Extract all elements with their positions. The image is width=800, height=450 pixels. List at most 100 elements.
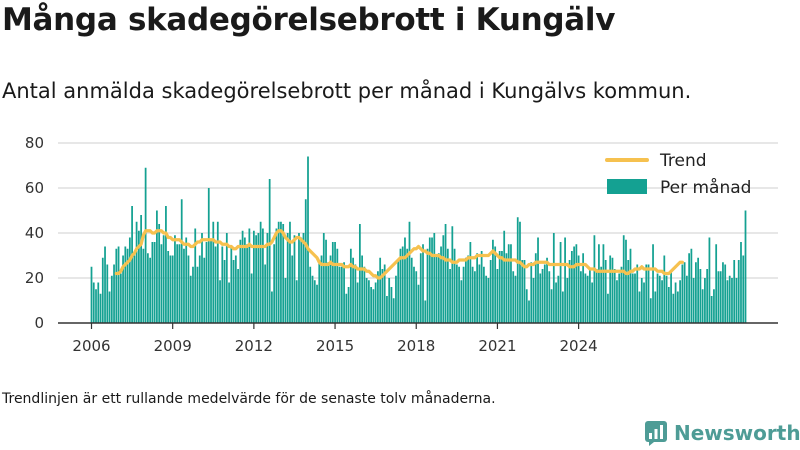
y-tick-label: 0 bbox=[34, 314, 44, 332]
bar bbox=[160, 244, 163, 323]
bar bbox=[476, 253, 479, 323]
bar bbox=[119, 273, 122, 323]
bar bbox=[189, 275, 192, 323]
bar bbox=[223, 260, 226, 323]
bar bbox=[629, 248, 632, 323]
bar bbox=[471, 266, 474, 323]
bar bbox=[106, 264, 109, 323]
bar bbox=[280, 221, 282, 323]
bar bbox=[512, 271, 515, 323]
bar bbox=[557, 275, 560, 323]
x-tick-label: 2024 bbox=[560, 337, 598, 355]
y-tick-label: 60 bbox=[25, 179, 44, 197]
bar bbox=[318, 260, 321, 323]
bar bbox=[595, 269, 598, 323]
chart-subtitle: Antal anmälda skadegörelsebrott per måna… bbox=[2, 79, 692, 103]
bar bbox=[99, 293, 102, 323]
bar bbox=[435, 255, 438, 323]
bar bbox=[383, 264, 386, 323]
bar bbox=[550, 289, 553, 323]
bar bbox=[282, 224, 285, 323]
bar bbox=[316, 284, 318, 323]
bar bbox=[401, 246, 404, 323]
bar bbox=[525, 289, 528, 323]
newsworthy-logo-text: Newsworthy bbox=[674, 421, 800, 445]
bar bbox=[708, 237, 711, 323]
bar bbox=[90, 266, 93, 323]
bar bbox=[593, 235, 596, 323]
bar bbox=[104, 246, 106, 323]
bar bbox=[604, 260, 607, 323]
bar bbox=[598, 244, 600, 323]
bar bbox=[171, 255, 174, 323]
bar bbox=[406, 248, 409, 323]
bar bbox=[737, 260, 740, 323]
bar bbox=[392, 298, 395, 323]
bar bbox=[620, 266, 623, 323]
bar bbox=[365, 278, 368, 323]
bar bbox=[415, 271, 418, 323]
bar bbox=[156, 210, 158, 323]
bar bbox=[124, 246, 127, 323]
x-tick-label: 2021 bbox=[478, 337, 516, 355]
bar bbox=[568, 260, 571, 323]
bar bbox=[724, 264, 727, 323]
bar bbox=[692, 278, 695, 323]
bar bbox=[370, 287, 373, 323]
bar bbox=[128, 237, 131, 323]
bar bbox=[304, 199, 307, 323]
bar bbox=[169, 255, 172, 323]
bar bbox=[444, 224, 447, 323]
bar bbox=[257, 233, 260, 323]
bar bbox=[489, 260, 492, 323]
bar bbox=[390, 287, 393, 323]
bar bbox=[699, 269, 702, 323]
bar bbox=[225, 233, 228, 323]
bar bbox=[742, 255, 745, 323]
bar bbox=[97, 282, 100, 323]
bar bbox=[126, 248, 129, 323]
bar bbox=[151, 242, 154, 323]
bar bbox=[611, 257, 614, 323]
bar bbox=[345, 293, 348, 323]
bar bbox=[248, 228, 251, 323]
bar bbox=[210, 239, 212, 323]
bar bbox=[487, 278, 490, 323]
bar bbox=[685, 275, 688, 323]
bar bbox=[386, 296, 388, 323]
bar bbox=[153, 242, 156, 323]
bar bbox=[552, 233, 555, 323]
bar bbox=[347, 287, 350, 323]
bar bbox=[361, 255, 363, 323]
bar bbox=[221, 246, 224, 323]
bar bbox=[528, 300, 530, 323]
bar bbox=[498, 251, 501, 323]
x-tick-label: 2006 bbox=[72, 337, 110, 355]
bar bbox=[516, 217, 519, 323]
chart-area: 0 20 40 60 80 2006 2009 2012 2015 2018 2021 2024 Tr… bbox=[25, 134, 778, 355]
bar bbox=[198, 255, 201, 323]
bar bbox=[690, 248, 693, 323]
bar bbox=[266, 233, 269, 323]
bar bbox=[510, 244, 512, 323]
bar bbox=[174, 235, 176, 323]
bar bbox=[672, 293, 675, 323]
bar bbox=[656, 273, 659, 323]
bar bbox=[573, 246, 575, 323]
bar bbox=[683, 262, 686, 323]
bar bbox=[108, 291, 111, 323]
bar bbox=[541, 269, 544, 323]
x-tick-label: 2015 bbox=[316, 337, 354, 355]
bar bbox=[381, 269, 384, 323]
bar bbox=[354, 264, 357, 323]
bar bbox=[649, 298, 652, 323]
bar bbox=[115, 248, 118, 323]
bar bbox=[158, 224, 161, 323]
bar bbox=[212, 221, 215, 323]
bar bbox=[320, 255, 323, 323]
bar bbox=[710, 296, 713, 323]
bar bbox=[446, 248, 449, 323]
bar bbox=[589, 269, 591, 323]
bar bbox=[625, 239, 627, 323]
bar bbox=[162, 235, 165, 323]
